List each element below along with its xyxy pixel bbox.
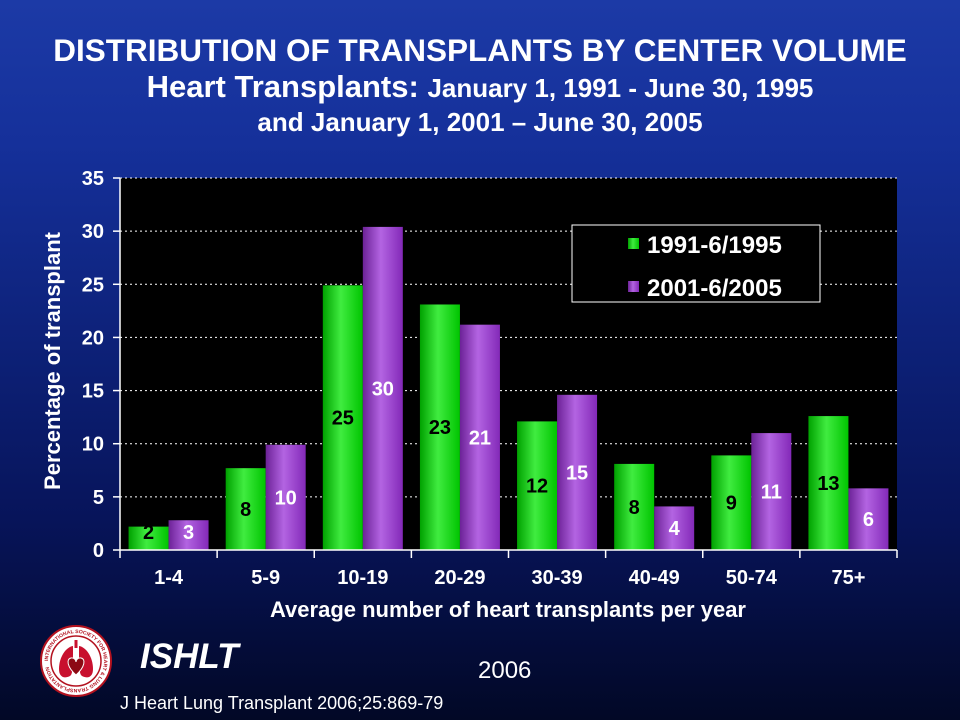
x-tick-label-30-39: 30-39 [531,567,582,589]
y-tick-label-5: 5 [93,487,104,509]
data-label-1991-6-1995-10-19: 25 [332,408,354,430]
legend: 1991-6/1995 2001-6/2005 [571,224,821,303]
data-label-2001-6-2005-10-19: 30 [372,378,394,400]
y-tick-label-35: 35 [82,168,104,190]
data-label-2001-6-2005-5-9: 10 [275,487,297,509]
bar-2001-6-2005-20-29 [459,324,500,550]
x-tick-label-20-29: 20-29 [434,567,485,589]
x-axis-title: Average number of heart transplants per … [270,597,746,622]
data-label-1991-6-1995-5-9: 8 [240,499,251,521]
bar-2001-6-2005-50-74 [751,433,792,550]
bar-2001-6-2005-5-9 [265,444,306,550]
slide-subtitle: Heart Transplants: January 1, 1991 - Jun… [0,69,960,106]
bar-1991-6-1995-75 [808,416,849,550]
data-label-2001-6-2005-50-74: 11 [761,482,782,504]
subtitle-dates-second: and January 1, 2001 – June 30, 2005 [257,107,703,137]
y-tick-label-30: 30 [82,221,104,243]
data-label-2001-6-2005-40-49: 4 [669,518,681,540]
citation: J Heart Lung Transplant 2006;25:869-79 [120,693,444,713]
legend-label-series-1: 1991-6/1995 [647,232,782,259]
subtitle-dates-first: January 1, 1991 - June 30, 1995 [427,73,814,103]
ishlt-logo: INTERNATIONAL SOCIETY FOR HEART & LUNG T… [40,625,112,697]
bar-2001-6-2005-1-4 [168,520,209,550]
data-label-1991-6-1995-40-49: 8 [629,497,640,519]
bar-2001-6-2005-75 [848,488,889,550]
bar-2001-6-2005-30-39 [557,394,598,550]
y-tick-label-25: 25 [82,274,104,296]
y-tick-label-15: 15 [82,381,104,403]
society-name: ISHLT [140,637,239,676]
bar-1991-6-1995-50-74 [711,455,752,550]
y-tick-label-20: 20 [82,327,104,349]
bar-1991-6-1995-20-29 [419,304,460,550]
year-label: 2006 [478,657,532,684]
x-tick-label-10-19: 10-19 [337,567,388,589]
bar-1991-6-1995-10-19 [322,285,363,550]
bar-1991-6-1995-5-9 [225,468,266,550]
legend-swatch-series-1 [628,238,639,249]
data-labels: 2 8 25 23 12 8 9 13 3 10 30 21 15 4 11 6 [143,378,874,544]
heart-icon [67,657,85,676]
data-label-2001-6-2005-30-39: 15 [566,462,588,484]
y-axis-title: Percentage of transplant [40,231,65,490]
data-label-1991-6-1995-1-4: 2 [143,522,154,544]
y-tick-label-0: 0 [93,540,104,562]
trachea-icon [74,640,78,648]
data-label-1991-6-1995-20-29: 23 [429,417,451,439]
x-tick-label-1-4: 1-4 [154,567,184,589]
data-label-1991-6-1995-75: 13 [817,473,839,495]
legend-box [571,224,821,303]
right-lung-icon [79,646,93,678]
bar-1991-6-1995-30-39 [517,421,558,550]
subtitle-lead: Heart Transplants: [146,69,419,104]
bar-1991-6-1995-40-49 [614,463,655,550]
data-label-2001-6-2005-20-29: 21 [469,427,491,449]
data-label-2001-6-2005-1-4: 3 [183,522,194,544]
bars [128,226,889,551]
data-label-1991-6-1995-30-39: 12 [526,476,548,498]
bar-1991-6-1995-1-4 [128,526,169,550]
left-lung-icon [59,646,73,678]
data-label-2001-6-2005-75: 6 [863,509,874,531]
bar-2001-6-2005-40-49 [654,506,695,550]
legend-label-series-2: 2001-6/2005 [647,275,782,302]
axes [113,177,898,558]
x-tick-label-5-9: 5-9 [251,567,280,589]
x-tick-label-75: 75+ [831,567,865,589]
x-tick-label-50-74: 50-74 [726,567,778,589]
y-tick-label-10: 10 [82,434,104,456]
legend-swatch-series-2 [628,281,639,292]
data-label-1991-6-1995-50-74: 9 [726,493,737,515]
bar-2001-6-2005-10-19 [362,226,403,551]
tick-labels: 0 5 10 15 20 25 30 35 1-4 5-9 10-19 20-29 30-39 40-49… [82,168,866,589]
x-tick-label-40-49: 40-49 [629,567,680,589]
slide-title: DISTRIBUTION OF TRANSPLANTS BY CENTER VO… [53,32,907,68]
